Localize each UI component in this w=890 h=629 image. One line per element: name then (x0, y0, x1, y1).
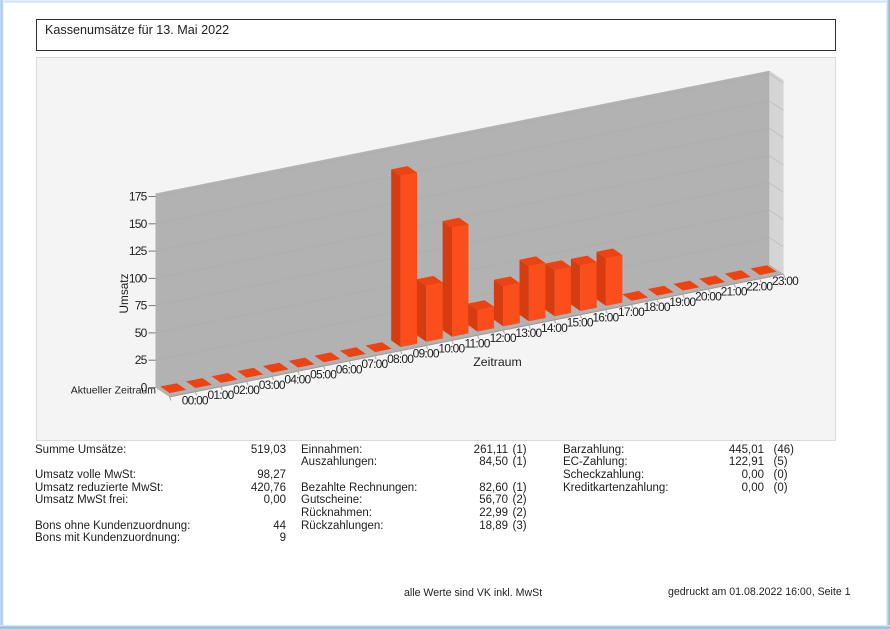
svg-text:05:00: 05:00 (310, 367, 337, 381)
svg-text:75: 75 (135, 299, 148, 313)
svg-text:09:00: 09:00 (413, 347, 440, 361)
svg-text:Zeitraum: Zeitraum (473, 355, 522, 369)
svg-text:20:00: 20:00 (695, 290, 722, 304)
svg-text:13:00: 13:00 (515, 326, 542, 340)
svg-text:01:00: 01:00 (207, 388, 234, 402)
svg-text:50: 50 (135, 326, 148, 340)
svg-text:125: 125 (129, 244, 148, 258)
svg-text:22:00: 22:00 (746, 279, 773, 293)
svg-text:100: 100 (129, 271, 148, 285)
svg-text:25: 25 (135, 353, 148, 367)
svg-text:0: 0 (141, 381, 148, 395)
svg-text:18:00: 18:00 (644, 300, 671, 314)
svg-text:15:00: 15:00 (567, 316, 594, 330)
svg-text:02:00: 02:00 (233, 383, 260, 397)
svg-text:08:00: 08:00 (387, 352, 414, 366)
svg-text:150: 150 (129, 217, 148, 231)
svg-text:04:00: 04:00 (284, 373, 311, 387)
svg-text:00:00: 00:00 (182, 393, 209, 407)
svg-text:11:00: 11:00 (465, 336, 491, 350)
svg-text:07:00: 07:00 (361, 357, 388, 371)
svg-text:175: 175 (129, 190, 148, 204)
svg-text:17:00: 17:00 (618, 305, 645, 319)
svg-text:10:00: 10:00 (438, 342, 465, 356)
svg-text:23:00: 23:00 (772, 274, 799, 288)
svg-text:16:00: 16:00 (592, 310, 619, 324)
svg-text:06:00: 06:00 (336, 362, 363, 376)
svg-text:19:00: 19:00 (669, 295, 696, 309)
svg-text:14:00: 14:00 (541, 321, 568, 335)
svg-text:Umsatz: Umsatz (117, 273, 131, 313)
svg-text:12:00: 12:00 (490, 331, 517, 345)
svg-text:21:00: 21:00 (721, 285, 748, 299)
svg-text:03:00: 03:00 (259, 378, 286, 392)
svg-text:Aktueller Zeitraum: Aktueller Zeitraum (71, 385, 156, 397)
